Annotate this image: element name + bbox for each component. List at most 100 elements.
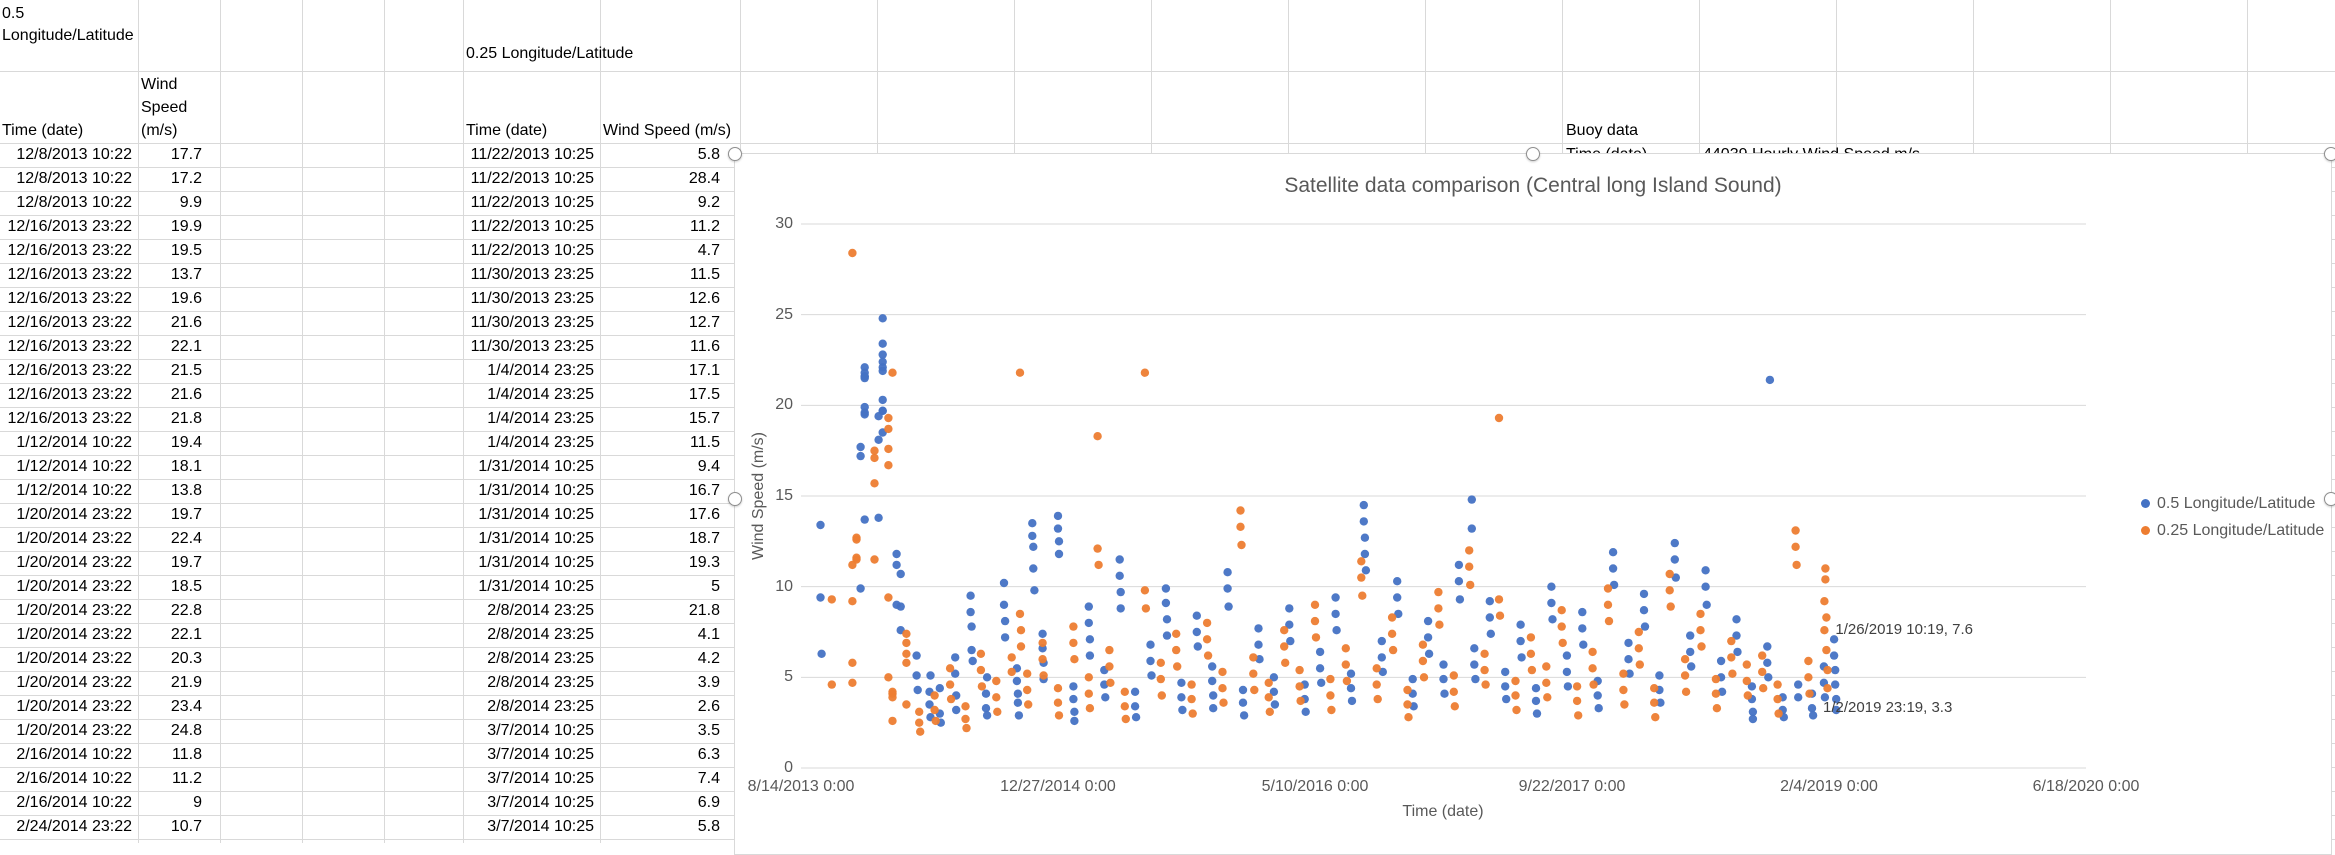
cell-time[interactable]: 12/16/2013 23:22: [7, 362, 132, 379]
cell-windspeed[interactable]: 19.5: [170, 242, 202, 259]
cell-time[interactable]: 11/30/2013 23:25: [470, 338, 594, 355]
cell-windspeed[interactable]: 11.6: [690, 338, 720, 355]
cell-time[interactable]: 1/20/2014 23:22: [16, 530, 132, 547]
selection-handle-mid-right[interactable]: [2324, 492, 2335, 506]
cell-windspeed[interactable]: 18.7: [688, 530, 720, 547]
cell-time[interactable]: 12/16/2013 23:22: [7, 290, 132, 307]
cell-windspeed[interactable]: 11.2: [690, 218, 720, 235]
cell-windspeed[interactable]: 9.4: [697, 458, 720, 475]
cell-time[interactable]: 12/16/2013 23:22: [7, 338, 132, 355]
cell-time[interactable]: 1/20/2014 23:22: [16, 698, 132, 715]
cell-time[interactable]: 12/16/2013 23:22: [7, 242, 132, 259]
cell-time[interactable]: 1/31/2014 10:25: [478, 506, 594, 523]
cell-time[interactable]: 11/30/2013 23:25: [470, 314, 594, 331]
cell-windspeed[interactable]: 11.5: [690, 434, 720, 451]
cell-time[interactable]: 1/4/2014 23:25: [487, 386, 594, 403]
cell-windspeed[interactable]: 5.8: [697, 818, 720, 835]
cell-windspeed[interactable]: 21.8: [688, 602, 720, 619]
x-axis-title[interactable]: Time (date): [1402, 803, 1484, 820]
cell-time[interactable]: 11/30/2013 23:25: [470, 290, 594, 307]
cell-time[interactable]: 1/31/2014 10:25: [478, 530, 594, 547]
cell-windspeed[interactable]: 12.6: [688, 290, 720, 307]
cell-time[interactable]: 1/31/2014 10:25: [478, 554, 594, 571]
cell-windspeed[interactable]: 6.9: [697, 794, 720, 811]
cell-windspeed[interactable]: 22.1: [170, 338, 202, 355]
cell-windspeed[interactable]: 19.3: [688, 554, 720, 571]
cell-time[interactable]: 2/8/2014 23:25: [487, 674, 594, 691]
selection-handle-mid-left[interactable]: [728, 492, 742, 506]
cell-time[interactable]: 1/4/2014 23:25: [487, 434, 594, 451]
cell-windspeed[interactable]: 19.7: [170, 554, 202, 571]
cell-windspeed[interactable]: 10.7: [170, 818, 202, 835]
chart[interactable]: Satellite data comparison (Central long …: [734, 153, 2332, 855]
cell-windspeed[interactable]: 21.5: [170, 362, 202, 379]
selection-handle-top-right[interactable]: [2324, 147, 2335, 161]
buoy-data-header[interactable]: Buoy data: [1566, 122, 1639, 139]
data-label[interactable]: 1/26/2019 10:19, 7.6: [1835, 621, 1973, 639]
series2-header-cell[interactable]: 0.25 Longitude/Latitude: [466, 45, 634, 62]
cell-windspeed[interactable]: 21.6: [170, 386, 202, 403]
cell-windspeed[interactable]: 12.7: [688, 314, 720, 331]
cell-windspeed[interactable]: 22.4: [170, 530, 202, 547]
cell-time[interactable]: 11/30/2013 23:25: [470, 266, 594, 283]
cell-windspeed[interactable]: 15.7: [688, 410, 720, 427]
cell-time[interactable]: 2/8/2014 23:25: [487, 650, 594, 667]
cell-time[interactable]: 1/31/2014 10:25: [478, 458, 594, 475]
cell-windspeed[interactable]: 5.8: [697, 146, 720, 163]
cell-time[interactable]: 1/31/2014 10:25: [478, 578, 594, 595]
cell-time[interactable]: 1/31/2014 10:25: [478, 482, 594, 499]
legend-item[interactable]: 0.25 Longitude/Latitude: [2141, 517, 2324, 544]
cell-time[interactable]: 11/22/2013 10:25: [470, 218, 594, 235]
cell-windspeed[interactable]: 18.5: [170, 578, 202, 595]
cell-time[interactable]: 1/4/2014 23:25: [487, 362, 594, 379]
cell-time[interactable]: 3/7/2014 10:25: [487, 770, 594, 787]
cell-windspeed[interactable]: 3.9: [697, 674, 720, 691]
cell-windspeed[interactable]: 11.8: [172, 746, 202, 763]
cell-time[interactable]: 2/8/2014 23:25: [487, 602, 594, 619]
cell-time[interactable]: 11/22/2013 10:25: [470, 242, 594, 259]
cell-windspeed[interactable]: 17.5: [688, 386, 720, 403]
cell-windspeed[interactable]: 17.6: [688, 506, 720, 523]
cell-windspeed[interactable]: 17.7: [170, 146, 202, 163]
cell-windspeed[interactable]: 9.2: [697, 194, 720, 211]
cell-time[interactable]: 3/7/2014 10:25: [487, 722, 594, 739]
cell-windspeed[interactable]: 17.2: [170, 170, 202, 187]
cell-time[interactable]: 12/8/2013 10:22: [16, 170, 132, 187]
series1-time-header[interactable]: Time (date): [2, 122, 84, 139]
cell-windspeed[interactable]: 22.8: [170, 602, 202, 619]
cell-time[interactable]: 11/22/2013 10:25: [470, 146, 594, 163]
cell-windspeed[interactable]: 13.8: [170, 482, 202, 499]
cell-windspeed[interactable]: 4.7: [697, 242, 720, 259]
cell-time[interactable]: 2/8/2014 23:25: [487, 626, 594, 643]
chart-title[interactable]: Satellite data comparison (Central long …: [1284, 174, 1782, 197]
cell-windspeed[interactable]: 2.6: [697, 698, 720, 715]
cell-windspeed[interactable]: 3.5: [697, 722, 720, 739]
series1-header-cell[interactable]: 0.5 Longitude/Latitude: [2, 5, 134, 44]
cell-time[interactable]: 3/7/2014 10:25: [487, 794, 594, 811]
series2-time-header[interactable]: Time (date): [466, 122, 548, 139]
legend-item[interactable]: 0.5 Longitude/Latitude: [2141, 490, 2324, 517]
cell-time[interactable]: 1/20/2014 23:22: [16, 578, 132, 595]
cell-windspeed[interactable]: 23.4: [170, 698, 202, 715]
cell-windspeed[interactable]: 24.8: [170, 722, 202, 739]
cell-windspeed[interactable]: 9.9: [179, 194, 202, 211]
cell-windspeed[interactable]: 28.4: [688, 170, 720, 187]
cell-time[interactable]: 11/22/2013 10:25: [470, 194, 594, 211]
cell-time[interactable]: 1/20/2014 23:22: [16, 626, 132, 643]
cell-time[interactable]: 2/16/2014 10:22: [16, 746, 132, 763]
chart-legend[interactable]: 0.5 Longitude/Latitude 0.25 Longitude/Lat…: [2141, 490, 2324, 544]
cell-windspeed[interactable]: 17.1: [688, 362, 720, 379]
cell-time[interactable]: 1/12/2014 10:22: [16, 458, 132, 475]
cell-time[interactable]: 1/20/2014 23:22: [16, 650, 132, 667]
cell-windspeed[interactable]: 13.7: [170, 266, 202, 283]
cell-windspeed[interactable]: 22.1: [170, 626, 202, 643]
plot-area[interactable]: [735, 154, 2331, 854]
cell-windspeed[interactable]: 4.1: [697, 626, 720, 643]
cell-time[interactable]: 1/20/2014 23:22: [16, 602, 132, 619]
cell-windspeed[interactable]: 21.6: [170, 314, 202, 331]
cell-windspeed[interactable]: 9: [193, 794, 202, 811]
cell-windspeed[interactable]: 18.1: [170, 458, 202, 475]
cell-windspeed[interactable]: 6.3: [697, 746, 720, 763]
data-label[interactable]: 1/2/2019 23:19, 3.3: [1823, 699, 1953, 717]
cell-time[interactable]: 12/16/2013 23:22: [7, 314, 132, 331]
